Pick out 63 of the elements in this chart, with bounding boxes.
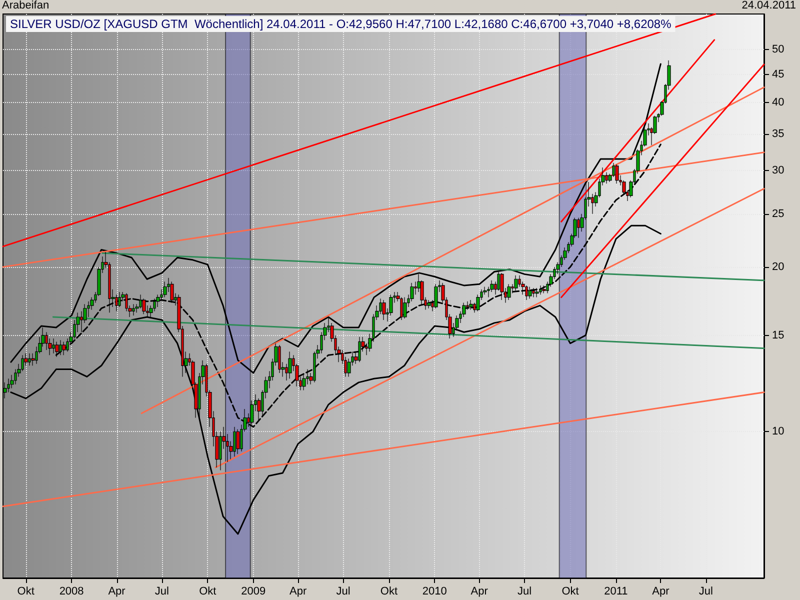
y-tick-label: 40	[772, 96, 784, 108]
candlestick	[233, 426, 236, 457]
candlestick	[507, 284, 511, 300]
candlestick	[605, 172, 608, 184]
candlestick	[542, 285, 546, 294]
x-tick-label: Okt	[17, 586, 34, 598]
candlestick	[532, 288, 535, 298]
candlestick	[535, 288, 539, 298]
candlestick	[278, 344, 281, 374]
candlestick	[142, 298, 146, 314]
candlestick	[500, 272, 504, 300]
candlestick	[539, 285, 542, 295]
candlestick	[288, 351, 292, 379]
x-tick-label: Jul	[518, 586, 532, 598]
candlestick	[382, 300, 386, 320]
y-tick-label: 20	[772, 260, 784, 273]
candlestick	[514, 275, 518, 291]
candlestick	[469, 300, 473, 310]
y-tick-label: 35	[772, 128, 784, 140]
candlestick	[170, 281, 174, 304]
x-tick-label: 2010	[422, 586, 447, 598]
candlestick	[528, 286, 532, 299]
y-tick-label: 15	[772, 329, 784, 342]
x-tick-label: 2011	[604, 586, 628, 598]
x-tick-label: Okt	[562, 586, 579, 598]
candlestick	[59, 340, 62, 356]
x-tick-label: 2009	[241, 586, 266, 598]
x-tick-label: Apr	[470, 586, 488, 598]
candlestick	[525, 285, 528, 300]
candlestick	[236, 428, 240, 454]
y-tick-label: 50	[772, 43, 784, 56]
y-tick-label: 30	[772, 164, 784, 177]
y-tick-label: 45	[772, 68, 784, 80]
candlestick	[118, 292, 121, 308]
line-series	[10, 63, 662, 374]
y-tick-label: 25	[772, 208, 784, 220]
candlestick	[52, 338, 55, 354]
candlestick	[219, 431, 222, 471]
x-tick-label: Okt	[199, 586, 216, 598]
x-tick-label: Jul	[336, 586, 350, 598]
x-tick-label: Jul	[154, 586, 169, 598]
candlestick	[427, 300, 431, 309]
x-tick-label: Okt	[380, 586, 398, 598]
line-series	[10, 224, 662, 535]
x-tick-label: Apr	[652, 586, 670, 598]
candlestick	[615, 164, 619, 184]
line-series	[55, 144, 662, 428]
candlestick	[577, 217, 580, 238]
y-tick-label: 10	[772, 426, 784, 438]
text: Arabeifan	[2, 0, 50, 12]
x-tick-label: 2008	[59, 586, 84, 598]
candlestick	[403, 297, 407, 319]
x-tick-label: Jul	[698, 586, 713, 598]
chart-title: SILVER USD/OZ [XAGUSD GTM Wöchentlich] 24.04.2011 - O:42,9560 H:47,7100 L:42,1680 C:46,6700 +3,7040 +8,6208%	[10, 17, 672, 31]
x-tick-label: Apr	[108, 586, 126, 598]
candlestick	[62, 341, 66, 356]
x-tick-label: Apr	[290, 586, 307, 598]
candlestick	[132, 304, 135, 316]
candlestick	[358, 336, 361, 362]
text: 24.04.2011	[742, 0, 796, 12]
candlestick	[163, 281, 167, 298]
candlestick	[434, 284, 438, 309]
candlestick	[28, 353, 31, 366]
